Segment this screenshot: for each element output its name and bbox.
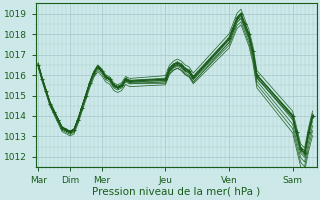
- X-axis label: Pression niveau de la mer( hPa ): Pression niveau de la mer( hPa ): [92, 187, 260, 197]
